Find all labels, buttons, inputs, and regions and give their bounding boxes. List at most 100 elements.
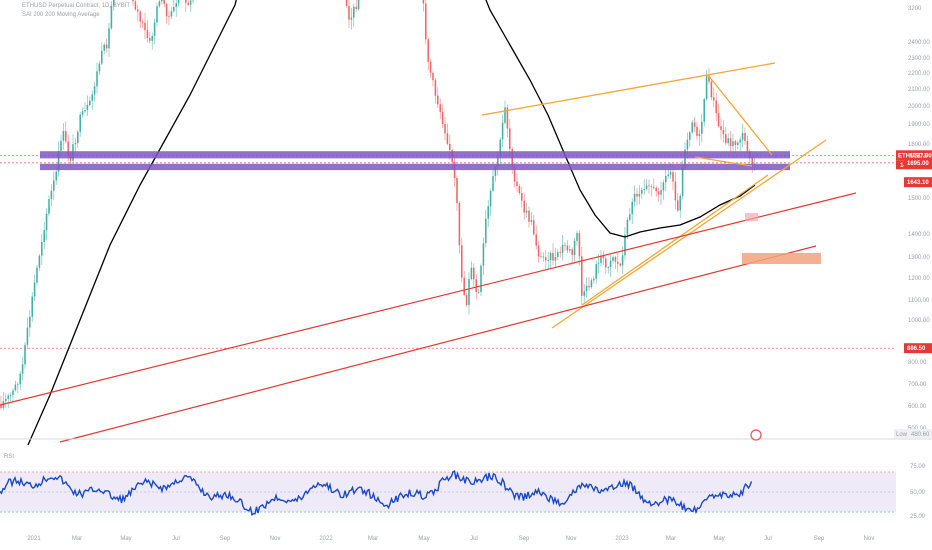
candle-body xyxy=(165,4,168,17)
candle-body xyxy=(477,292,480,293)
candle-body xyxy=(729,138,732,147)
candle-body xyxy=(701,121,703,134)
y-tick-label: 2400.00 xyxy=(908,40,930,46)
candle-body xyxy=(86,105,89,110)
orange-trendline xyxy=(481,62,776,116)
candle-body xyxy=(624,234,626,256)
candle-body xyxy=(641,189,643,194)
candle-body xyxy=(429,61,432,73)
candle-body xyxy=(693,122,696,127)
candle-body xyxy=(168,16,170,18)
candle-body xyxy=(463,277,465,295)
candle-body xyxy=(703,99,705,122)
candle-body xyxy=(602,255,605,259)
candle-body xyxy=(751,157,753,165)
candle-body xyxy=(437,95,439,105)
candle-body xyxy=(583,291,585,296)
rsi-line xyxy=(0,470,753,517)
candle-body xyxy=(629,214,631,220)
candle-body xyxy=(187,2,189,5)
x-tick-label: Sep xyxy=(814,536,825,542)
candle-body xyxy=(149,38,151,41)
y-tick-label: 1100.00 xyxy=(908,298,930,304)
candle-body xyxy=(134,1,137,10)
candle-body xyxy=(444,124,446,134)
candle-body xyxy=(662,182,665,191)
purple-zone xyxy=(40,151,790,159)
candle-body xyxy=(81,111,84,115)
candle-body xyxy=(605,258,607,268)
candle-body xyxy=(105,44,108,49)
candle-body xyxy=(708,75,710,82)
x-tick-label: 2023 xyxy=(615,536,629,542)
candle-body xyxy=(12,390,14,396)
candle-body xyxy=(439,104,441,112)
candle-body xyxy=(674,181,677,201)
y-tick-label: 3200 xyxy=(908,6,922,12)
orange-trendline xyxy=(581,174,769,306)
level-tag-text: 1643.10 xyxy=(907,180,929,186)
candle-body xyxy=(137,9,139,12)
candle-body xyxy=(65,131,67,142)
candle-body xyxy=(626,219,629,235)
y-tick-label: 2100.00 xyxy=(908,87,930,93)
candle-body xyxy=(14,384,17,391)
candle-body xyxy=(609,260,612,268)
candle-body xyxy=(720,126,722,130)
candle-body xyxy=(36,267,38,283)
candle-body xyxy=(173,7,175,12)
candle-body xyxy=(456,178,458,203)
candle-body xyxy=(681,167,684,196)
candle-body xyxy=(595,264,597,279)
candle-body xyxy=(653,187,655,188)
x-tick-label: Sep xyxy=(519,536,530,542)
x-tick-label: 2022 xyxy=(319,536,333,542)
rsi-label: RSI xyxy=(4,454,14,460)
x-tick-label: Jul xyxy=(172,536,180,542)
level-tag-text: 1695.00 xyxy=(907,161,929,167)
candle-body xyxy=(725,134,727,144)
candle-body xyxy=(170,11,173,17)
candle-body xyxy=(741,133,744,140)
candle-body xyxy=(189,0,192,5)
candle-body xyxy=(113,0,115,6)
candle-body xyxy=(91,94,93,101)
candle-body xyxy=(93,86,96,95)
candle-body xyxy=(578,233,581,257)
candle-body xyxy=(494,166,497,176)
candle-body xyxy=(612,257,614,261)
candle-body xyxy=(513,166,516,182)
candle-body xyxy=(499,139,501,157)
annotations-layer xyxy=(0,62,857,443)
candle-body xyxy=(108,28,110,49)
candle-body xyxy=(357,0,360,10)
y-tick-label: 1300.00 xyxy=(908,255,930,261)
low-marker-icon xyxy=(750,429,762,441)
x-tick-label: Nov xyxy=(566,536,577,542)
level-tag-text: 886.50 xyxy=(907,346,926,352)
candle-body xyxy=(480,265,482,292)
candle-body xyxy=(655,187,657,192)
candle-body xyxy=(0,405,2,409)
candle-body xyxy=(482,243,485,266)
candle-body xyxy=(17,384,19,386)
candle-body xyxy=(156,6,158,23)
candle-body xyxy=(45,213,48,231)
candle-body xyxy=(141,21,144,23)
candle-body xyxy=(689,132,691,140)
candle-body xyxy=(449,143,451,151)
candle-body xyxy=(55,171,57,181)
candle-body xyxy=(547,260,549,261)
candle-body xyxy=(523,200,525,213)
candle-body xyxy=(564,244,566,246)
candle-body xyxy=(74,143,77,145)
candle-body xyxy=(746,141,749,152)
y-tick-label: 700.00 xyxy=(908,382,927,388)
y-tick-label: 600.00 xyxy=(908,404,927,410)
candle-body xyxy=(650,186,653,188)
candle-body xyxy=(103,44,105,51)
candle-body xyxy=(554,257,557,261)
candle-body xyxy=(657,191,660,195)
candle-body xyxy=(535,234,537,246)
